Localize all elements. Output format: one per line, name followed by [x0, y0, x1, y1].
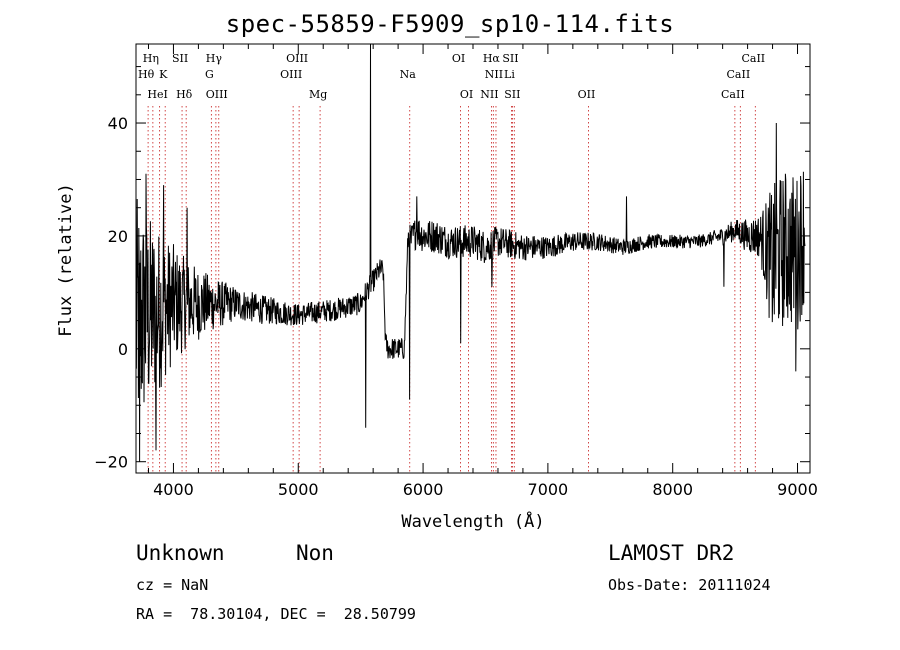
spectral-line-label: K: [159, 68, 168, 81]
spectral-line-label: SII: [504, 88, 520, 101]
x-tick-label: 4000: [153, 480, 194, 499]
survey-label: LAMOST DR2: [608, 541, 735, 565]
x-axis-label: Wavelength (Å): [401, 512, 545, 532]
spectral-line-label: NII: [485, 68, 503, 81]
x-tick-label: 6000: [403, 480, 444, 499]
spectral-line-label: OIII: [280, 68, 302, 81]
spectral-line-label: Hθ: [138, 68, 155, 81]
class-label: Unknown: [136, 541, 225, 565]
spectral-line-label: Hδ: [176, 88, 193, 101]
spectral-line-label: Hα: [483, 52, 501, 65]
y-axis-label: Flux (relative): [56, 183, 76, 337]
spectral-line-label: OI: [460, 88, 473, 101]
spectral-line-label: Hγ: [206, 52, 223, 65]
subclass-label: Non: [296, 541, 334, 565]
spectral-line-label: Mg: [309, 88, 327, 101]
obs-date-label: Obs-Date: 20111024: [608, 576, 771, 594]
coords-label: RA = 78.30104, DEC = 28.50799: [136, 605, 416, 623]
spectral-line-label: Hη: [143, 52, 159, 65]
spectral-line-label: Na: [400, 68, 417, 81]
spectral-line-label: CaII: [727, 68, 751, 81]
spectral-line-label: G: [205, 68, 214, 81]
x-tick-label: 5000: [278, 480, 319, 499]
spectral-line-label: SII: [502, 52, 518, 65]
spectral-line-label: SII: [172, 52, 188, 65]
x-tick-label: 9000: [777, 480, 818, 499]
spectral-line-label: OIII: [206, 88, 228, 101]
y-tick-label: 40: [108, 114, 128, 133]
y-tick-label: −20: [94, 453, 128, 472]
x-tick-label: 7000: [528, 480, 569, 499]
spectral-line-label: HeI: [147, 88, 167, 101]
cz-label: cz = NaN: [136, 576, 209, 594]
y-tick-label: 0: [118, 340, 128, 359]
spectral-line-label: CaII: [721, 88, 745, 101]
spectral-line-label: NII: [480, 88, 498, 101]
spectral-line-label: CaII: [741, 52, 765, 65]
spectral-line-label: OIII: [286, 52, 308, 65]
spectrum-line: [136, 44, 806, 462]
x-tick-label: 8000: [652, 480, 693, 499]
plot-frame: [135, 43, 811, 474]
chart-title: spec-55859-F5909_sp10-114.fits: [225, 10, 675, 38]
spectral-line-label: Li: [504, 68, 515, 81]
spectral-line-label: OII: [578, 88, 596, 101]
spectral-line-label: OI: [452, 52, 465, 65]
y-tick-label: 20: [108, 227, 128, 246]
